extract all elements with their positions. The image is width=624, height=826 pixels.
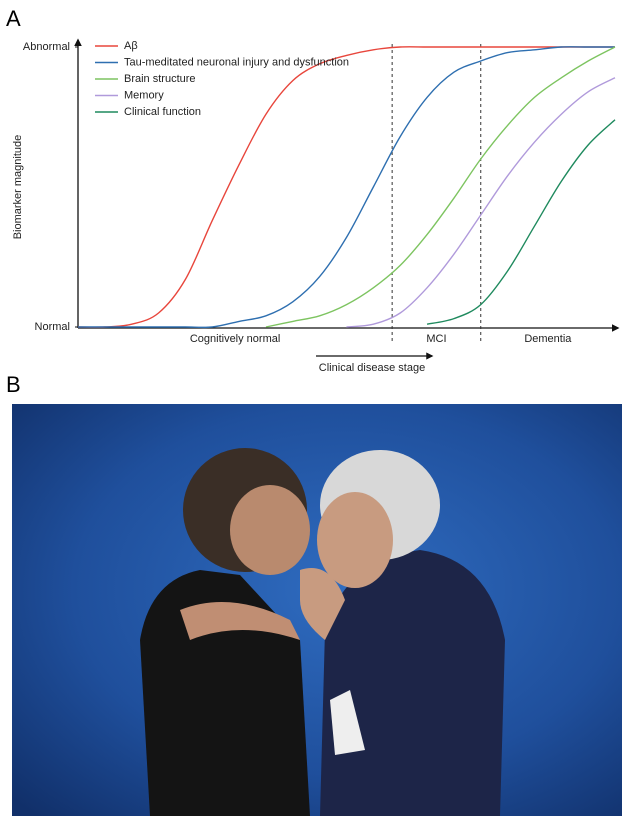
series-line [427, 120, 615, 324]
figure: A B Biomarker magnitude Clinical disease… [0, 0, 624, 826]
y-axis-label: Biomarker magnitude [12, 135, 24, 240]
x-axis-label: Clinical disease stage [319, 362, 425, 374]
stage-label: Cognitively normal [190, 333, 280, 345]
chart: Biomarker magnitude Clinical disease sta… [12, 40, 618, 374]
legend-label: Clinical function [124, 106, 201, 118]
panel-label: A [6, 6, 21, 31]
panel-label: B [6, 372, 21, 397]
y-tick-label: Normal [35, 321, 70, 333]
photo [12, 404, 622, 816]
series-line [266, 47, 615, 327]
legend-label: Brain structure [124, 73, 196, 85]
legend-label: Aβ [124, 40, 138, 52]
stage-label: Dementia [524, 333, 572, 345]
stage-label: MCI [426, 333, 446, 345]
legend-label: Tau-meditated neuronal injury and dysfun… [124, 56, 349, 68]
legend-label: Memory [124, 89, 164, 101]
y-tick-label: Abnormal [23, 41, 70, 53]
